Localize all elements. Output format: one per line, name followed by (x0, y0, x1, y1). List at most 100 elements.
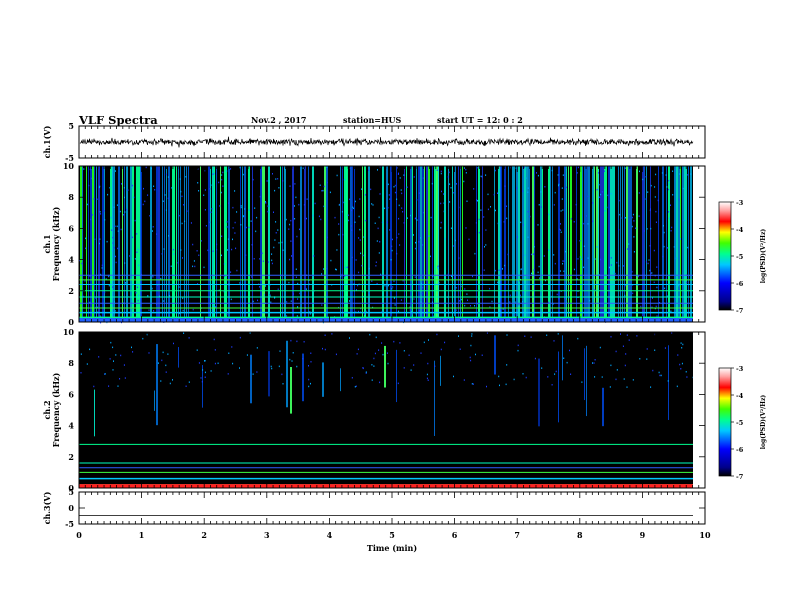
ch2-spectrogram-speckle (202, 369, 204, 371)
ch1-spectrogram-speckle (402, 280, 404, 282)
ch1-spectrogram-speckle (352, 206, 354, 208)
ch1-spectrogram-speckle (198, 190, 200, 192)
ch1-spectrogram-speckle (371, 280, 373, 282)
ch1-spectrogram-speckle (113, 206, 115, 209)
ch1-spectrogram-burst (178, 166, 179, 322)
ch1-spectrogram-speckle (90, 218, 92, 221)
ch1-spectrogram-burst (326, 166, 328, 322)
ch1-spectrogram-speckle (514, 314, 516, 316)
ch2-spectrogram-speckle (667, 380, 669, 382)
ch2-spectrogram-speckle (481, 354, 483, 356)
station-label: station=HUS (343, 115, 402, 125)
ch1-spectrogram-speckle (624, 294, 626, 297)
ch1-spectrogram-burst (292, 166, 294, 322)
ch1-spectrogram-burst (268, 166, 270, 322)
ch1-spectrogram-speckle (371, 203, 373, 205)
ch1-spectrogram-burst (680, 166, 681, 322)
ch1-spectrogram-speckle (449, 183, 451, 185)
ch1-spectrogram-speckle (601, 191, 603, 193)
ch1-spectrogram-speckle (168, 315, 170, 317)
ch1-spectrogram-speckle (522, 300, 523, 303)
ch1-spectrogram-speckle (108, 275, 110, 278)
ch1-spectrogram-speckle (351, 256, 353, 259)
ch1-spectrogram-burst (428, 166, 430, 322)
ch1-spectrogram-speckle (621, 217, 623, 219)
ch1-spectrogram-speckle (505, 276, 507, 278)
ch1-spectrogram-speckle (230, 271, 232, 273)
ch1-spectrogram-speckle (302, 167, 304, 169)
ch1-spectrogram-speckle (397, 167, 399, 169)
ch1-spectrogram-speckle (428, 235, 430, 237)
ch1-spectrogram-speckle (527, 210, 529, 213)
ch1-spectrogram-speckle (216, 243, 218, 246)
ch1-spectrogram-speckle (358, 215, 360, 218)
ch1-spectrogram-speckle (616, 261, 618, 264)
ch1-spectrogram-burst (90, 166, 92, 322)
ch1-spectrogram-burst (368, 166, 370, 322)
ch1-spectrogram-speckle (436, 169, 438, 171)
ch2-spectrogram-speckle (302, 358, 304, 360)
ch1-spectrogram-speckle (349, 300, 350, 302)
x-tick-label: 3 (264, 530, 270, 540)
ch1-spectrogram-burst (564, 166, 566, 322)
ch1-spectrogram-speckle (231, 248, 233, 251)
ch2-spectrogram-speckle (554, 373, 556, 375)
ch2-spectrogram-speckle (440, 348, 442, 351)
ch2-spectrogram-speckle (204, 360, 206, 362)
ch1-spectrogram-speckle (476, 199, 478, 201)
ch1-waveform-ylabel: ch.1(V) (42, 125, 52, 158)
ch1-spectrogram-speckle (164, 194, 166, 196)
ch1-spectrogram-speckle (503, 221, 505, 223)
ch1-spectrogram-speckle (184, 220, 186, 222)
ch1-spectrogram-speckle (294, 218, 296, 220)
ch1-spectrogram-speckle (267, 210, 269, 213)
ch2-spectrogram-speckle (410, 369, 412, 371)
ch2-spectrogram-speckle (375, 336, 377, 339)
ch1-spectrogram-speckle (663, 225, 664, 227)
ch2-spectrogram-speckle (172, 379, 173, 381)
ch1-spectrogram-burst (228, 166, 230, 322)
ch2-spectrogram-speckle (427, 379, 429, 381)
x-tick-label: 0 (76, 530, 82, 540)
ch1-spectrogram-speckle (181, 222, 183, 225)
ch1-spectrogram-speckle (441, 190, 442, 193)
ch1-spectrogram-speckle (81, 262, 83, 265)
ch1-spectrogram-speckle (438, 281, 440, 284)
ch1-spectrogram-speckle (314, 202, 316, 205)
ch1-spectrogram-speckle (411, 313, 413, 315)
ch1-spectrogram-speckle (475, 222, 477, 224)
ch1-spectrogram-speckle (686, 281, 688, 284)
ch2-spectrogram-speckle (470, 359, 472, 362)
ch1-spectrogram-speckle (232, 206, 234, 209)
ch1-spectrogram-speckle (154, 189, 156, 191)
ch2-spectrogram-speckle (365, 372, 367, 374)
ch1-spectrogram-burst (476, 166, 477, 322)
ch2-spectrogram-speckle (183, 332, 185, 334)
ch2-spectrogram-speckle (357, 348, 359, 351)
ch1-spectrogram-speckle (340, 275, 342, 278)
ch1-spectrogram-speckle (288, 281, 290, 284)
ch1-spectrogram-speckle (415, 217, 417, 219)
ch2-spectrogram-speckle (681, 347, 683, 349)
ch2-spectrogram-colorbar (718, 367, 732, 477)
ch1-spectrogram-burst (362, 166, 363, 322)
ch1-spectrogram-burst (86, 166, 87, 322)
ch1-spectrogram-speckle (223, 263, 225, 265)
ch2-spectrogram-speckle (658, 371, 660, 374)
ch1-spectrogram-speckle (485, 244, 487, 246)
ch2-spectrogram-speckle (373, 365, 375, 367)
x-tick-label: 4 (327, 530, 333, 540)
ch1-spectrogram-speckle (357, 284, 359, 287)
ch1-spectrogram-speckle (290, 240, 292, 242)
ch1-spectrogram-nodata (693, 166, 705, 322)
ch1-spectrogram-speckle (223, 275, 225, 277)
ch1-spectrogram-speckle (667, 295, 669, 297)
ch1-spectrogram-speckle (413, 176, 415, 178)
ch1-spectrogram-speckle (548, 213, 550, 216)
ch2-spectrogram-speckle (426, 373, 428, 376)
ch2-spectrogram-speckle (369, 333, 371, 336)
ch2-spectrogram-speckle (386, 352, 388, 354)
ch1-spectrogram-speckle (131, 186, 133, 189)
ch1-spectrogram-speckle (577, 166, 579, 169)
ch1-spectrogram-speckle (221, 235, 223, 237)
